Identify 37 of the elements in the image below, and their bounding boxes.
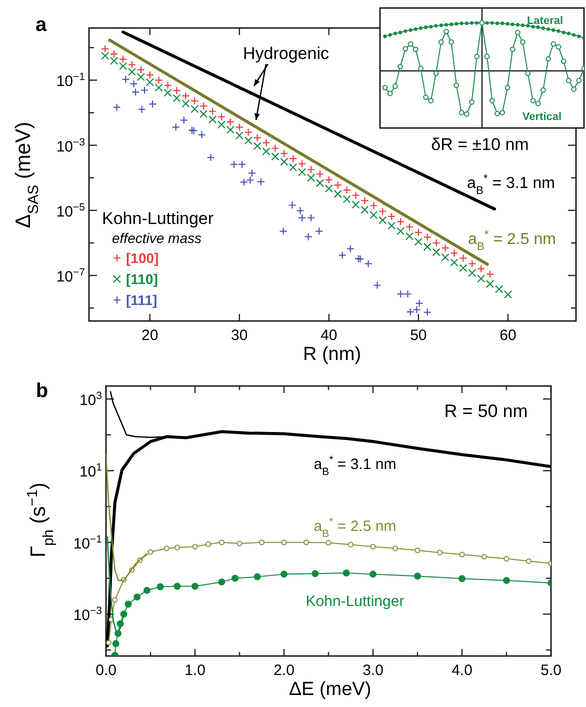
annotation: δR = ±10 nm [431, 135, 529, 154]
series-label: a$_{B}$$^{*}$ = 2.5 nm [314, 516, 396, 540]
x-tick-label: 60 [500, 327, 516, 344]
legend-title: Kohn-Luttinger effective mass [102, 209, 214, 246]
chart-title: a [35, 14, 48, 36]
series-label: Lateral [526, 15, 564, 27]
series-label: Kohn-Luttinger [306, 593, 404, 610]
x-tick-label: 40 [320, 327, 338, 344]
x-tick-label: 20 [142, 327, 158, 344]
y-tick-label: 10$^{−5}$ [56, 201, 86, 220]
x-tick-label: 30 [231, 327, 248, 344]
series-label: a$_{B}$$^{*}$ = 3.1 nm [467, 173, 555, 197]
y-tick-label: 10$^{3}$ [79, 390, 102, 409]
chart-title: b [36, 380, 48, 402]
y-tick-label: 10$^{−1}$ [56, 71, 86, 90]
annotation: Hydrogenic [243, 44, 330, 63]
x-tick-label: 4.0 [452, 662, 472, 679]
series-label: a$_{B}$$^{*}$ = 2.5 nm [468, 229, 556, 253]
annotation: R = 50 nm [444, 401, 528, 421]
y-tick-label: 10$^{−3}$ [56, 136, 86, 156]
series-label: Vertical [522, 111, 562, 123]
x-tick-label: 5.0 [540, 662, 562, 679]
y-tick-label: 10$^{−3}$ [73, 605, 102, 624]
x-tick-label: 3.0 [362, 662, 384, 679]
y-tick-label: 10$^{−1}$ [73, 533, 102, 552]
legend-label: [111] [126, 292, 158, 308]
x-axis-title: R (nm) [302, 344, 362, 365]
y-tick-label: 10$^{1}$ [79, 462, 102, 481]
x-tick-label: 50 [410, 327, 427, 344]
x-tick-label: 1.0 [184, 662, 206, 679]
y-tick-label: 10$^{−7}$ [56, 266, 86, 286]
x-tick-label: 0.0 [96, 662, 116, 679]
legend-label: [100] [126, 250, 159, 266]
x-tick-label: 2.0 [274, 662, 294, 679]
series-label: a$_{B}$$^{*}$ = 3.1 nm [314, 454, 396, 478]
legend-label: [110] [126, 271, 158, 287]
x-axis-title: ΔE (meV) [288, 679, 372, 700]
